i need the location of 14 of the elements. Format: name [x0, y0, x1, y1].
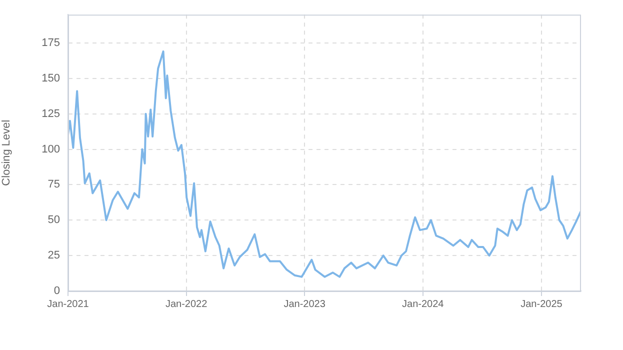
y-tick-label: 150 — [42, 72, 60, 84]
y-tick-label: 125 — [42, 108, 60, 120]
y-tick-label: 75 — [48, 178, 60, 191]
x-tick-label: Jan-2025 — [520, 298, 563, 310]
y-tick-label: 25 — [48, 250, 60, 262]
x-tick-label: Jan-2022 — [165, 298, 208, 310]
x-tick-label: Jan-2023 — [284, 298, 326, 310]
y-tick-label: 100 — [42, 143, 60, 156]
x-tick-label: Jan-2021 — [47, 298, 90, 310]
y-tick-label: 0 — [54, 285, 60, 298]
x-tick-label: Jan-2024 — [402, 298, 444, 310]
y-tick-label: 50 — [48, 214, 60, 226]
y-axis-title: Closing Level — [0, 120, 13, 186]
y-tick-label: 175 — [42, 36, 60, 49]
